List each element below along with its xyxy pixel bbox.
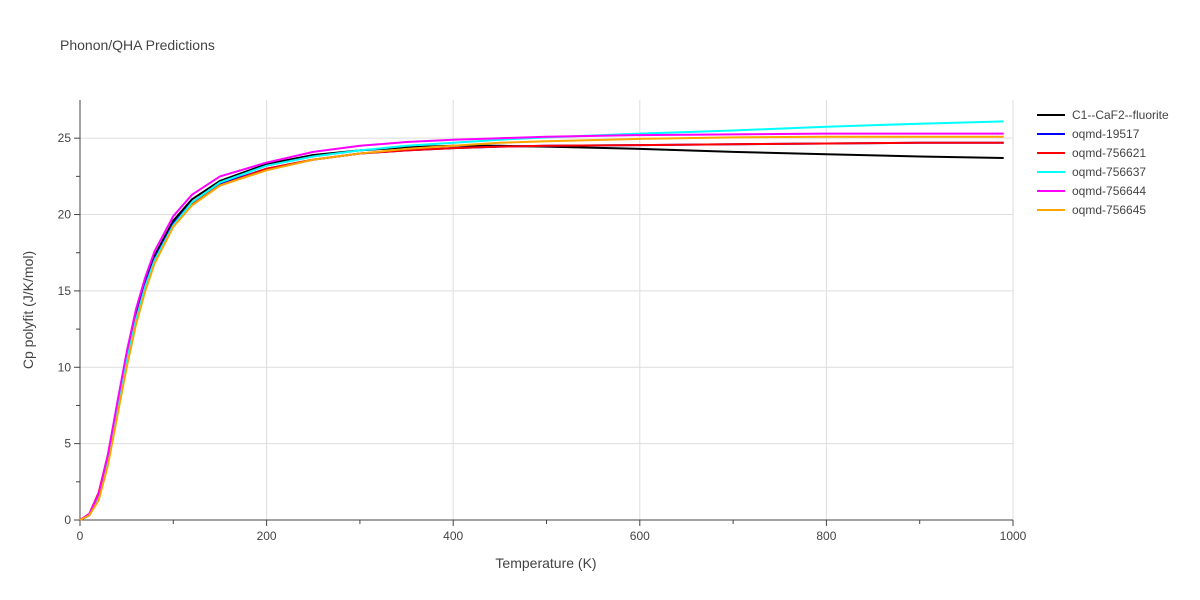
x-tick-label: 400	[443, 529, 463, 543]
legend-item-oqmd-19517[interactable]: oqmd-19517	[1037, 127, 1140, 141]
x-tick-label: 200	[257, 529, 277, 543]
legend-label: oqmd-19517	[1072, 127, 1140, 141]
legend-item-oqmd-756645[interactable]: oqmd-756645	[1037, 203, 1146, 217]
x-tick-label: 800	[816, 529, 836, 543]
y-tick-label: 25	[58, 131, 72, 145]
y-tick-label: 10	[58, 360, 72, 374]
series-line-oqmd-756645	[79, 135, 1004, 521]
legend-label: oqmd-756644	[1072, 184, 1146, 198]
x-tick-label: 0	[77, 529, 84, 543]
series-line-oqmd-756637	[79, 120, 1004, 521]
series-line-oqmd-756644	[79, 132, 1004, 521]
chart-title: Phonon/QHA Predictions	[60, 37, 215, 53]
x-tick-label: 600	[630, 529, 650, 543]
series-lines	[79, 120, 1004, 521]
legend[interactable]: C1--CaF2--fluorite oqmd-19517 oqmd-756621 o…	[1037, 108, 1169, 217]
legend-label: oqmd-756621	[1072, 146, 1146, 160]
x-axis-title: Temperature (K)	[495, 555, 596, 571]
legend-item-oqmd-756644[interactable]: oqmd-756644	[1037, 184, 1146, 198]
axes: 0 200 400 600 800 1000 0 5 10 15 20 25	[58, 100, 1027, 543]
series-line-oqmd-19517	[79, 141, 1004, 521]
series-line-C1--CaF2--fluorite	[79, 144, 1004, 521]
legend-label: oqmd-756637	[1072, 165, 1146, 179]
y-axis-title: Cp polyfit (J/K/mol)	[20, 251, 36, 369]
y-tick-label: 15	[58, 284, 72, 298]
y-tick-label: 20	[58, 208, 72, 222]
legend-label: C1--CaF2--fluorite	[1072, 108, 1169, 122]
legend-item-oqmd-756621[interactable]: oqmd-756621	[1037, 146, 1146, 160]
y-tick-label: 0	[64, 513, 71, 527]
y-tick-label: 5	[64, 437, 71, 451]
legend-label: oqmd-756645	[1072, 203, 1146, 217]
grid	[80, 100, 1014, 520]
legend-item-C1--CaF2--fluorite[interactable]: C1--CaF2--fluorite	[1037, 108, 1169, 122]
x-tick-label: 1000	[1000, 529, 1027, 543]
legend-item-oqmd-756637[interactable]: oqmd-756637	[1037, 165, 1146, 179]
series-line-oqmd-756621	[79, 141, 1004, 521]
